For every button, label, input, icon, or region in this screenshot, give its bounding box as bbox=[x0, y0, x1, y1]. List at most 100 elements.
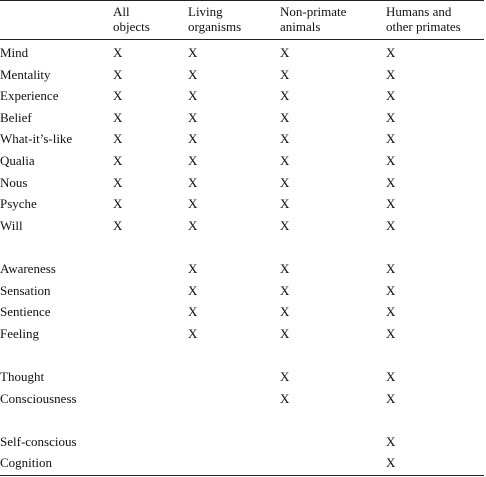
header-non-primate-animals: Non-primate animals bbox=[280, 0, 386, 40]
mark-cell: X bbox=[280, 174, 290, 190]
table-row: Sentience X X X bbox=[0, 301, 484, 323]
mark-cell bbox=[113, 258, 188, 280]
spacer-cell bbox=[188, 344, 280, 366]
mark-cell bbox=[113, 431, 188, 453]
row-term-label: Cognition bbox=[0, 452, 113, 477]
mark-cell: X bbox=[113, 66, 123, 82]
mark-cell: X bbox=[386, 109, 396, 125]
spacer-cell bbox=[188, 409, 280, 431]
header-empty-cell bbox=[0, 0, 113, 40]
table-row: Mind X X X X bbox=[0, 40, 484, 64]
header-line: Non-primate bbox=[280, 4, 347, 19]
mark-cell bbox=[280, 431, 386, 453]
mark-cell: X bbox=[188, 109, 198, 125]
table-row: Will X X X X bbox=[0, 215, 484, 237]
mark-cell: X bbox=[113, 88, 123, 104]
header-line: All bbox=[113, 4, 130, 19]
group-spacer-row bbox=[0, 236, 484, 258]
header-line: animals bbox=[280, 19, 321, 34]
row-term-label: Mentality bbox=[0, 66, 51, 82]
mark-cell: X bbox=[386, 452, 484, 477]
row-term-label: Psyche bbox=[0, 196, 37, 212]
table-row: Qualia X X X X bbox=[0, 150, 484, 172]
row-term-label: Self-conscious bbox=[0, 433, 77, 449]
table-row: What-it’s-like X X X X bbox=[0, 128, 484, 150]
row-term-label: Will bbox=[0, 217, 23, 233]
group-spacer-row bbox=[0, 409, 484, 431]
spacer-cell bbox=[113, 409, 188, 431]
spacer-cell bbox=[0, 409, 113, 431]
row-term-label: What-it’s-like bbox=[0, 131, 73, 147]
mark-cell: X bbox=[280, 260, 290, 276]
mark-cell: X bbox=[280, 196, 290, 212]
mark-cell: X bbox=[386, 217, 396, 233]
table-row: Experience X X X X bbox=[0, 85, 484, 107]
mark-cell: X bbox=[386, 152, 396, 168]
table-header: All objects Living organisms Non-primate… bbox=[0, 0, 484, 40]
mark-cell: X bbox=[280, 109, 290, 125]
mark-cell: X bbox=[188, 325, 198, 341]
mark-cell: X bbox=[188, 174, 198, 190]
mark-cell: X bbox=[280, 217, 290, 233]
header-humans-primates: Humans and other primates bbox=[386, 0, 484, 40]
mark-cell: X bbox=[280, 131, 290, 147]
mark-cell: X bbox=[386, 66, 396, 82]
table-body: Mind X X X X Mentality X X X X Experience X X X X Belie… bbox=[0, 40, 484, 477]
mark-cell: X bbox=[113, 45, 123, 60]
mark-cell bbox=[113, 452, 188, 477]
row-term-label: Experience bbox=[0, 88, 59, 104]
mark-cell: X bbox=[386, 260, 396, 276]
mark-cell bbox=[280, 452, 386, 477]
spacer-cell bbox=[113, 236, 188, 258]
row-term-label: Belief bbox=[0, 109, 32, 125]
mark-cell: X bbox=[113, 196, 123, 212]
table-row: Awareness X X X bbox=[0, 258, 484, 280]
mark-cell: X bbox=[386, 196, 396, 212]
spacer-cell bbox=[0, 344, 113, 366]
mark-cell: X bbox=[113, 217, 123, 233]
mark-cell: X bbox=[188, 304, 198, 320]
mark-cell bbox=[188, 431, 280, 453]
table-row: Self-conscious X bbox=[0, 431, 484, 453]
spacer-cell bbox=[280, 344, 386, 366]
table-row: Consciousness X X bbox=[0, 388, 484, 410]
header-line: organisms bbox=[188, 19, 242, 34]
mark-cell: X bbox=[386, 304, 396, 320]
row-term-label: Sensation bbox=[0, 282, 51, 298]
mark-cell: X bbox=[188, 152, 198, 168]
header-living-organisms: Living organisms bbox=[188, 0, 280, 40]
mark-cell: X bbox=[280, 152, 290, 168]
mark-cell: X bbox=[386, 325, 396, 341]
mark-cell bbox=[113, 366, 188, 388]
header-line: Living bbox=[188, 4, 223, 19]
mark-cell bbox=[188, 388, 280, 410]
spacer-cell bbox=[386, 409, 484, 431]
mark-cell: X bbox=[280, 88, 290, 104]
mark-cell: X bbox=[386, 45, 396, 60]
mark-cell bbox=[113, 323, 188, 345]
mark-cell: X bbox=[113, 109, 123, 125]
mark-cell bbox=[188, 452, 280, 477]
spacer-cell bbox=[188, 236, 280, 258]
header-line: Humans and bbox=[386, 4, 452, 19]
table-row: Psyche X X X X bbox=[0, 193, 484, 215]
spacer-cell bbox=[280, 236, 386, 258]
mark-cell: X bbox=[386, 282, 396, 298]
row-term-label: Sentience bbox=[0, 304, 51, 320]
mark-cell: X bbox=[280, 45, 290, 60]
mark-cell: X bbox=[188, 217, 198, 233]
spacer-cell bbox=[386, 344, 484, 366]
mark-cell: X bbox=[386, 174, 396, 190]
mark-cell: X bbox=[188, 45, 198, 60]
row-term-label: Feeling bbox=[0, 325, 39, 341]
mark-cell: X bbox=[188, 66, 198, 82]
header-line: objects bbox=[113, 19, 150, 34]
table-row: Sensation X X X bbox=[0, 280, 484, 302]
mark-cell: X bbox=[280, 325, 290, 341]
spacer-cell bbox=[386, 236, 484, 258]
mark-cell: X bbox=[188, 260, 198, 276]
mark-cell: X bbox=[280, 304, 290, 320]
row-term-label: Qualia bbox=[0, 152, 35, 168]
